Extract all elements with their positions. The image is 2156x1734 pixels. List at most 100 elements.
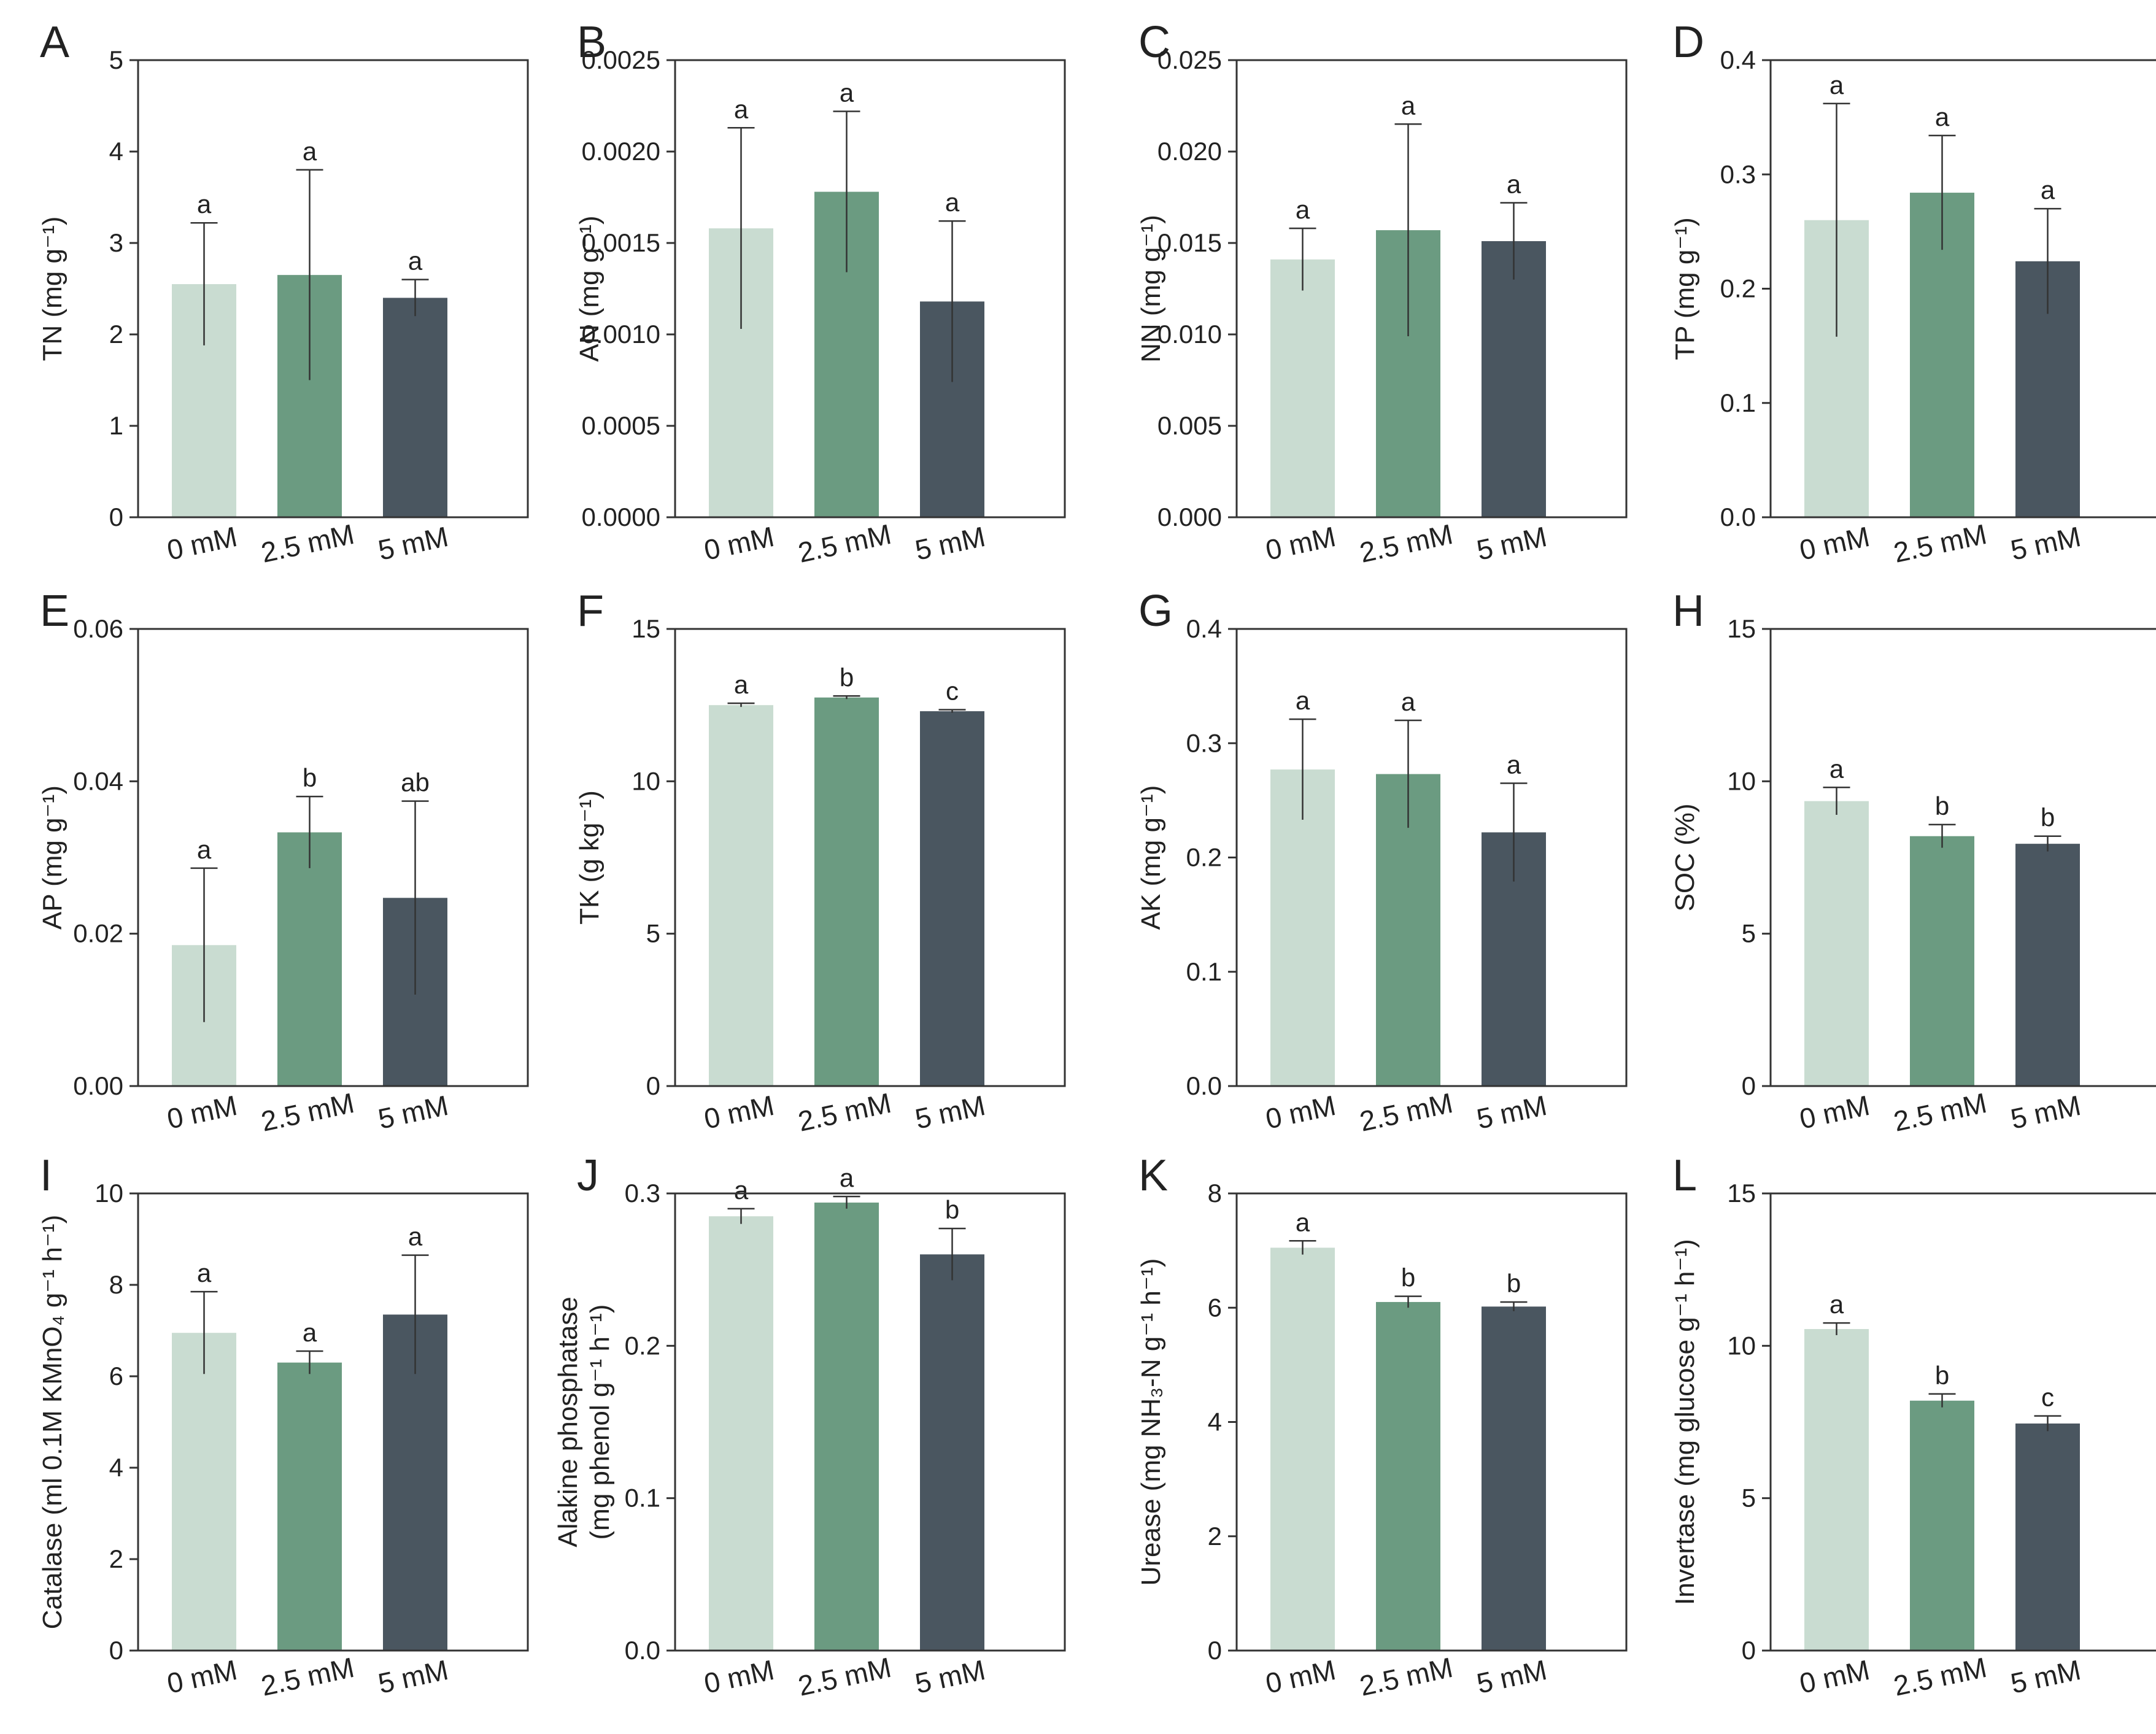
bar-5-mm	[1482, 241, 1546, 517]
y-tick-label: 1	[109, 411, 123, 440]
bar-5-mm	[1482, 1306, 1546, 1651]
significance-label: b	[840, 663, 854, 692]
bar-2-5-mm	[277, 832, 342, 1086]
panel-i: I 0 2 4 6 8 10 a 0 mM a 2.5 mM a 5 mM Catalase (ml 0.…	[37, 1151, 529, 1702]
y-axis-title: TP (mg g⁻¹)	[1670, 217, 1700, 360]
x-tick-label: 0 mM	[1263, 520, 1339, 566]
panel-j: J 0.0 0.1 0.2 0.3 a 0 mM a 2.5 mM b 5 mM Alakine ph…	[553, 1151, 1066, 1702]
significance-label: a	[303, 137, 317, 166]
y-tick-label: 0.0025	[582, 45, 660, 74]
y-tick-label: 15	[1727, 1179, 1756, 1208]
significance-label: c	[946, 677, 959, 706]
significance-label: b	[1507, 1269, 1521, 1298]
significance-label: a	[1507, 750, 1521, 779]
bar-0-mm	[1804, 1329, 1869, 1651]
significance-label: a	[2041, 175, 2055, 204]
y-tick-label: 5	[1742, 919, 1756, 948]
bar-0-mm	[709, 1216, 773, 1651]
y-tick-label: 0.2	[1186, 843, 1222, 872]
panel-h: H 0 5 10 15 a 0 mM b 2.5 mM b 5 mM SOC (%)	[1670, 587, 2156, 1138]
significance-label: b	[945, 1195, 959, 1224]
y-tick-label: 0	[109, 1636, 123, 1665]
bar-2-5-mm	[1910, 836, 1974, 1086]
y-tick-label: 5	[646, 919, 660, 948]
panel-letter: F	[577, 587, 604, 636]
significance-label: ab	[401, 768, 430, 797]
bar-5-mm	[920, 1254, 984, 1651]
y-tick-label: 0.2	[625, 1331, 660, 1360]
significance-label: a	[197, 835, 212, 864]
bar-0-mm	[709, 705, 773, 1086]
x-tick-label: 5 mM	[2008, 520, 2084, 566]
bar-0-mm	[1270, 769, 1335, 1086]
panel-g: G 0.0 0.1 0.2 0.3 0.4 a 0 mM a 2.5 mM a 5 mM AK (mg …	[1136, 587, 1628, 1138]
x-tick-label: 2.5 mM	[1357, 1087, 1456, 1138]
significance-label: a	[197, 190, 212, 218]
significance-label: a	[1935, 102, 1950, 131]
bar-2-5-mm	[277, 1362, 342, 1651]
y-axis-title: TK (g kg⁻¹)	[574, 790, 605, 925]
panel-letter: D	[1672, 18, 1704, 67]
significance-label: a	[408, 247, 423, 276]
plot-frame	[137, 628, 529, 1087]
y-tick-label: 0.4	[1720, 45, 1756, 74]
y-tick-label: 0.015	[1157, 228, 1222, 257]
y-tick-label: 10	[95, 1179, 123, 1208]
significance-label: a	[945, 188, 960, 217]
y-tick-label: 0.000	[1157, 503, 1222, 531]
y-tick-label: 0	[646, 1071, 660, 1100]
significance-label: a	[1296, 195, 1310, 224]
y-tick-label: 0	[109, 503, 123, 531]
plot-frame	[1769, 628, 2156, 1087]
x-tick-label: 0 mM	[701, 1089, 777, 1135]
y-tick-label: 0.020	[1157, 137, 1222, 166]
y-tick-label: 3	[109, 228, 123, 257]
bar-2-5-mm	[814, 1202, 879, 1651]
bar-2-5-mm	[1376, 1301, 1440, 1651]
y-tick-label: 0	[1742, 1071, 1756, 1100]
x-tick-label: 5 mM	[913, 1654, 988, 1700]
bar-2-5-mm	[814, 697, 879, 1086]
significance-label: a	[1830, 754, 1844, 783]
significance-label: a	[1401, 687, 1416, 716]
plot-frame	[137, 59, 529, 518]
significance-label: a	[1401, 91, 1416, 120]
panel-k: K 0 2 4 6 8 a 0 mM b 2.5 mM b 5 mM Urease (mg NH₃-N …	[1136, 1151, 1628, 1702]
y-tick-label: 4	[1208, 1408, 1222, 1436]
x-tick-label: 0 mM	[1263, 1654, 1339, 1700]
y-tick-label: 0.0000	[582, 503, 660, 531]
y-tick-label: 4	[109, 1453, 123, 1482]
x-tick-label: 2.5 mM	[795, 518, 894, 569]
x-tick-label: 5 mM	[2008, 1089, 2084, 1135]
panel-a: A 0 1 2 3 4 5 a 0 mM a 2.5 mM a 5 mM TN (mg g⁻¹)	[37, 18, 529, 569]
y-tick-label: 0.0015	[582, 228, 660, 257]
significance-label: c	[2041, 1383, 2054, 1412]
panel-e: E 0.00 0.02 0.04 0.06 a 0 mM b 2.5 mM ab 5 mM AP (m…	[37, 587, 529, 1138]
significance-label: a	[1830, 71, 1844, 99]
panel-l: L 0 5 10 15 a 0 mM b 2.5 mM c 5 mM Invertase (mg gl…	[1670, 1151, 2156, 1702]
y-tick-label: 0.3	[1720, 160, 1756, 188]
panel-letter: I	[40, 1151, 52, 1200]
plot-frame	[674, 628, 1066, 1087]
panel-letter: J	[577, 1151, 599, 1200]
x-tick-label: 2.5 mM	[258, 1651, 357, 1702]
y-tick-label: 0.010	[1157, 320, 1222, 349]
y-tick-label: 0.4	[1186, 614, 1222, 643]
significance-label: a	[1507, 169, 1521, 198]
bar-5-mm	[383, 298, 447, 517]
y-tick-label: 0.0	[625, 1636, 660, 1665]
significance-label: a	[840, 1163, 854, 1192]
y-axis-title: Urease (mg NH₃-N g⁻¹ h⁻¹)	[1136, 1258, 1166, 1586]
significance-label: a	[1830, 1290, 1844, 1319]
plot-frame	[674, 1192, 1066, 1652]
x-tick-label: 5 mM	[913, 1089, 988, 1135]
significance-label: a	[197, 1258, 212, 1287]
x-tick-label: 5 mM	[376, 1654, 451, 1700]
panel-letter: K	[1138, 1151, 1168, 1200]
y-axis-title: AP (mg g⁻¹)	[37, 785, 68, 930]
significance-label: a	[303, 1318, 317, 1347]
significance-label: b	[1935, 792, 1949, 820]
significance-label: a	[734, 670, 749, 699]
y-axis-title: Catalase (ml 0.1M KMnO₄ g⁻¹ h⁻¹)	[37, 1215, 68, 1630]
